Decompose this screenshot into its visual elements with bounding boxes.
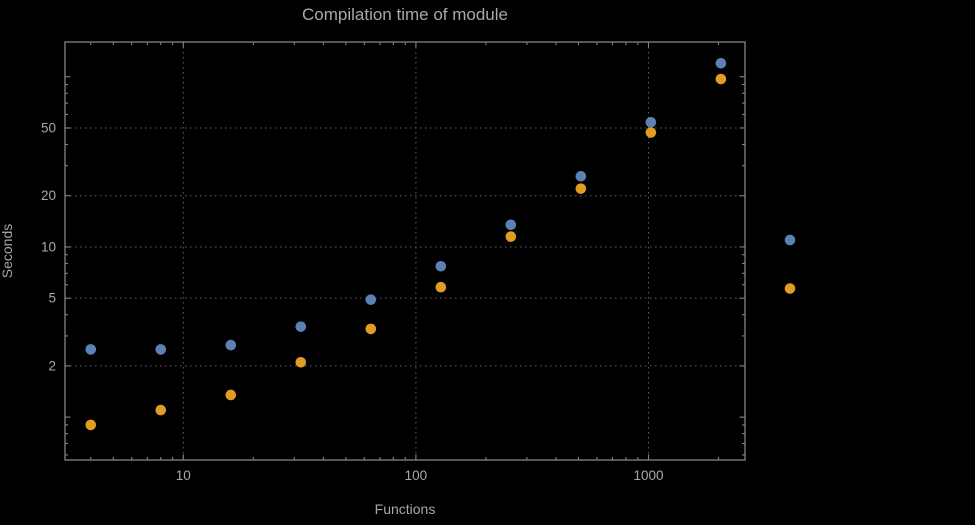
data-point-orange xyxy=(505,231,517,242)
data-point-orange xyxy=(365,323,377,335)
data-point-blue xyxy=(645,116,657,128)
plot-frame xyxy=(64,41,746,461)
y-tick-label: 50 xyxy=(41,120,56,135)
data-point-blue xyxy=(85,344,97,355)
data-point-orange xyxy=(715,73,727,85)
data-point-orange xyxy=(575,183,587,194)
data-point-blue xyxy=(225,339,237,351)
data-point-orange xyxy=(225,389,237,401)
data-point-blue xyxy=(575,171,587,182)
x-tick-label: 1000 xyxy=(633,468,663,483)
data-point-blue xyxy=(715,57,727,69)
data-point-orange xyxy=(155,404,167,416)
chart-title: Compilation time of module xyxy=(302,5,508,24)
y-tick-label: 20 xyxy=(41,188,56,203)
data-point-blue xyxy=(505,219,517,231)
data-point-blue xyxy=(365,294,377,305)
legend-marker-orange xyxy=(784,283,796,294)
y-tick-label: 5 xyxy=(48,291,56,306)
y-tick-label: 2 xyxy=(48,358,56,373)
data-point-blue xyxy=(435,260,447,272)
y-tick-label: 10 xyxy=(41,239,56,254)
data-point-orange xyxy=(435,281,447,293)
x-tick-label: 100 xyxy=(405,468,428,483)
data-point-blue xyxy=(155,344,167,355)
data-point-orange xyxy=(645,127,657,138)
data-point-orange xyxy=(85,419,97,431)
data-point-blue xyxy=(295,321,307,332)
x-tick-label: 10 xyxy=(176,468,191,483)
data-point-orange xyxy=(295,356,307,368)
legend-marker-blue xyxy=(784,234,796,246)
x-axis-label: Functions xyxy=(374,501,436,517)
